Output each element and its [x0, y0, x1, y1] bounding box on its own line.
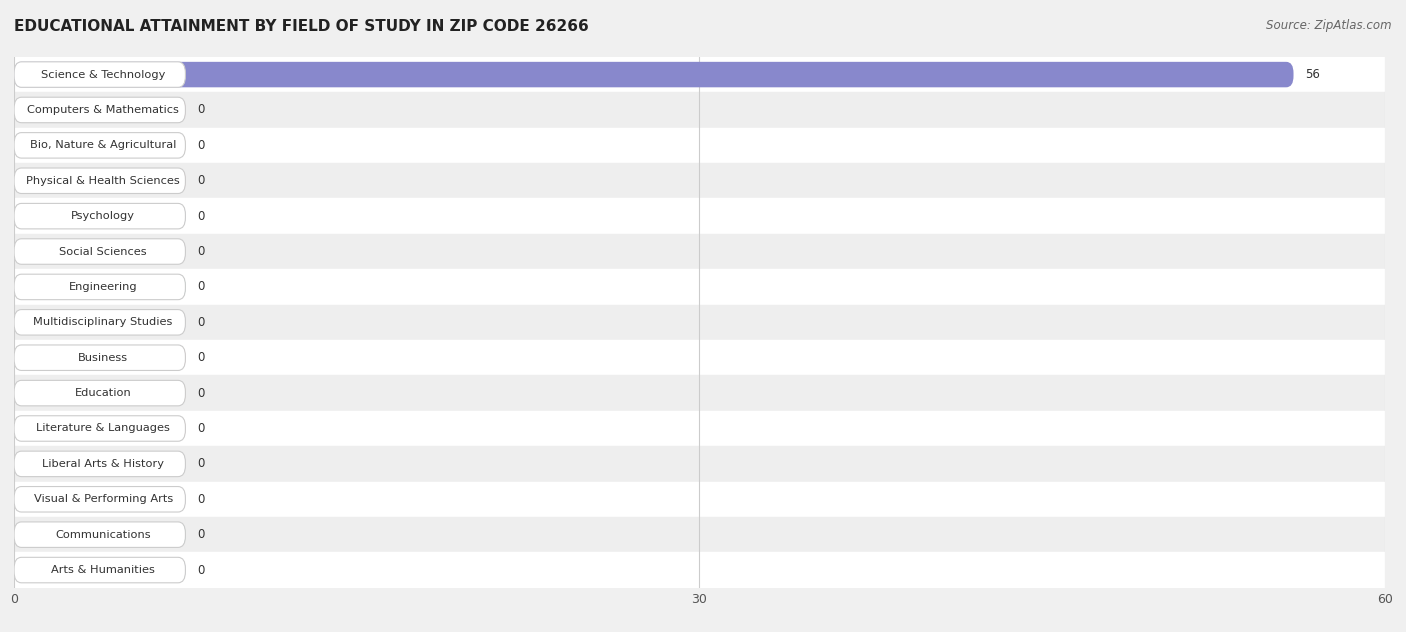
FancyBboxPatch shape — [14, 204, 186, 229]
Text: 0: 0 — [197, 316, 204, 329]
FancyBboxPatch shape — [138, 382, 186, 404]
FancyBboxPatch shape — [14, 557, 186, 583]
Bar — [14, 482, 1385, 517]
FancyBboxPatch shape — [14, 451, 186, 477]
FancyBboxPatch shape — [14, 168, 186, 193]
Text: Education: Education — [75, 388, 132, 398]
Bar — [14, 340, 1385, 375]
FancyBboxPatch shape — [14, 416, 186, 441]
FancyBboxPatch shape — [14, 380, 186, 406]
Bar — [14, 128, 1385, 163]
Text: 56: 56 — [1305, 68, 1320, 81]
FancyBboxPatch shape — [14, 274, 186, 300]
FancyBboxPatch shape — [138, 453, 186, 475]
Text: Bio, Nature & Agricultural: Bio, Nature & Agricultural — [30, 140, 176, 150]
FancyBboxPatch shape — [138, 276, 186, 298]
Bar — [14, 92, 1385, 128]
Text: Literature & Languages: Literature & Languages — [37, 423, 170, 434]
Text: 0: 0 — [197, 104, 204, 116]
Text: 0: 0 — [197, 245, 204, 258]
Text: Social Sciences: Social Sciences — [59, 246, 148, 257]
Text: Engineering: Engineering — [69, 282, 138, 292]
Text: Psychology: Psychology — [72, 211, 135, 221]
FancyBboxPatch shape — [14, 345, 186, 370]
Bar — [14, 446, 1385, 482]
FancyBboxPatch shape — [14, 97, 186, 123]
Text: EDUCATIONAL ATTAINMENT BY FIELD OF STUDY IN ZIP CODE 26266: EDUCATIONAL ATTAINMENT BY FIELD OF STUDY… — [14, 19, 589, 34]
Text: 0: 0 — [197, 174, 204, 187]
Text: 0: 0 — [197, 564, 204, 576]
Text: Liberal Arts & History: Liberal Arts & History — [42, 459, 165, 469]
Text: Visual & Performing Arts: Visual & Performing Arts — [34, 494, 173, 504]
Bar — [14, 163, 1385, 198]
FancyBboxPatch shape — [138, 170, 186, 191]
FancyBboxPatch shape — [138, 489, 186, 510]
FancyBboxPatch shape — [138, 135, 186, 156]
Text: 0: 0 — [197, 351, 204, 364]
FancyBboxPatch shape — [14, 62, 186, 87]
Text: Computers & Mathematics: Computers & Mathematics — [27, 105, 179, 115]
FancyBboxPatch shape — [138, 418, 186, 439]
FancyBboxPatch shape — [138, 205, 186, 227]
FancyBboxPatch shape — [138, 99, 186, 121]
Text: 0: 0 — [197, 387, 204, 399]
Bar — [14, 234, 1385, 269]
Text: Communications: Communications — [55, 530, 150, 540]
Text: 0: 0 — [197, 210, 204, 222]
FancyBboxPatch shape — [14, 239, 186, 264]
Bar — [14, 57, 1385, 92]
Text: 0: 0 — [197, 281, 204, 293]
Bar — [14, 411, 1385, 446]
Bar — [14, 198, 1385, 234]
FancyBboxPatch shape — [138, 559, 186, 581]
Text: 0: 0 — [197, 458, 204, 470]
Text: Physical & Health Sciences: Physical & Health Sciences — [27, 176, 180, 186]
FancyBboxPatch shape — [138, 241, 186, 262]
FancyBboxPatch shape — [138, 524, 186, 545]
Bar — [14, 552, 1385, 588]
Text: Business: Business — [79, 353, 128, 363]
Text: 0: 0 — [197, 139, 204, 152]
FancyBboxPatch shape — [14, 487, 186, 512]
Bar — [14, 305, 1385, 340]
Text: Science & Technology: Science & Technology — [41, 70, 166, 80]
Text: 0: 0 — [197, 528, 204, 541]
FancyBboxPatch shape — [14, 310, 186, 335]
Bar — [14, 375, 1385, 411]
Text: 0: 0 — [197, 493, 204, 506]
Text: Arts & Humanities: Arts & Humanities — [51, 565, 155, 575]
Text: Multidisciplinary Studies: Multidisciplinary Studies — [34, 317, 173, 327]
Text: Source: ZipAtlas.com: Source: ZipAtlas.com — [1267, 19, 1392, 32]
FancyBboxPatch shape — [138, 347, 186, 368]
FancyBboxPatch shape — [14, 133, 186, 158]
FancyBboxPatch shape — [14, 522, 186, 547]
Bar — [14, 269, 1385, 305]
FancyBboxPatch shape — [138, 312, 186, 333]
FancyBboxPatch shape — [14, 62, 1294, 87]
Bar — [14, 517, 1385, 552]
Text: 0: 0 — [197, 422, 204, 435]
